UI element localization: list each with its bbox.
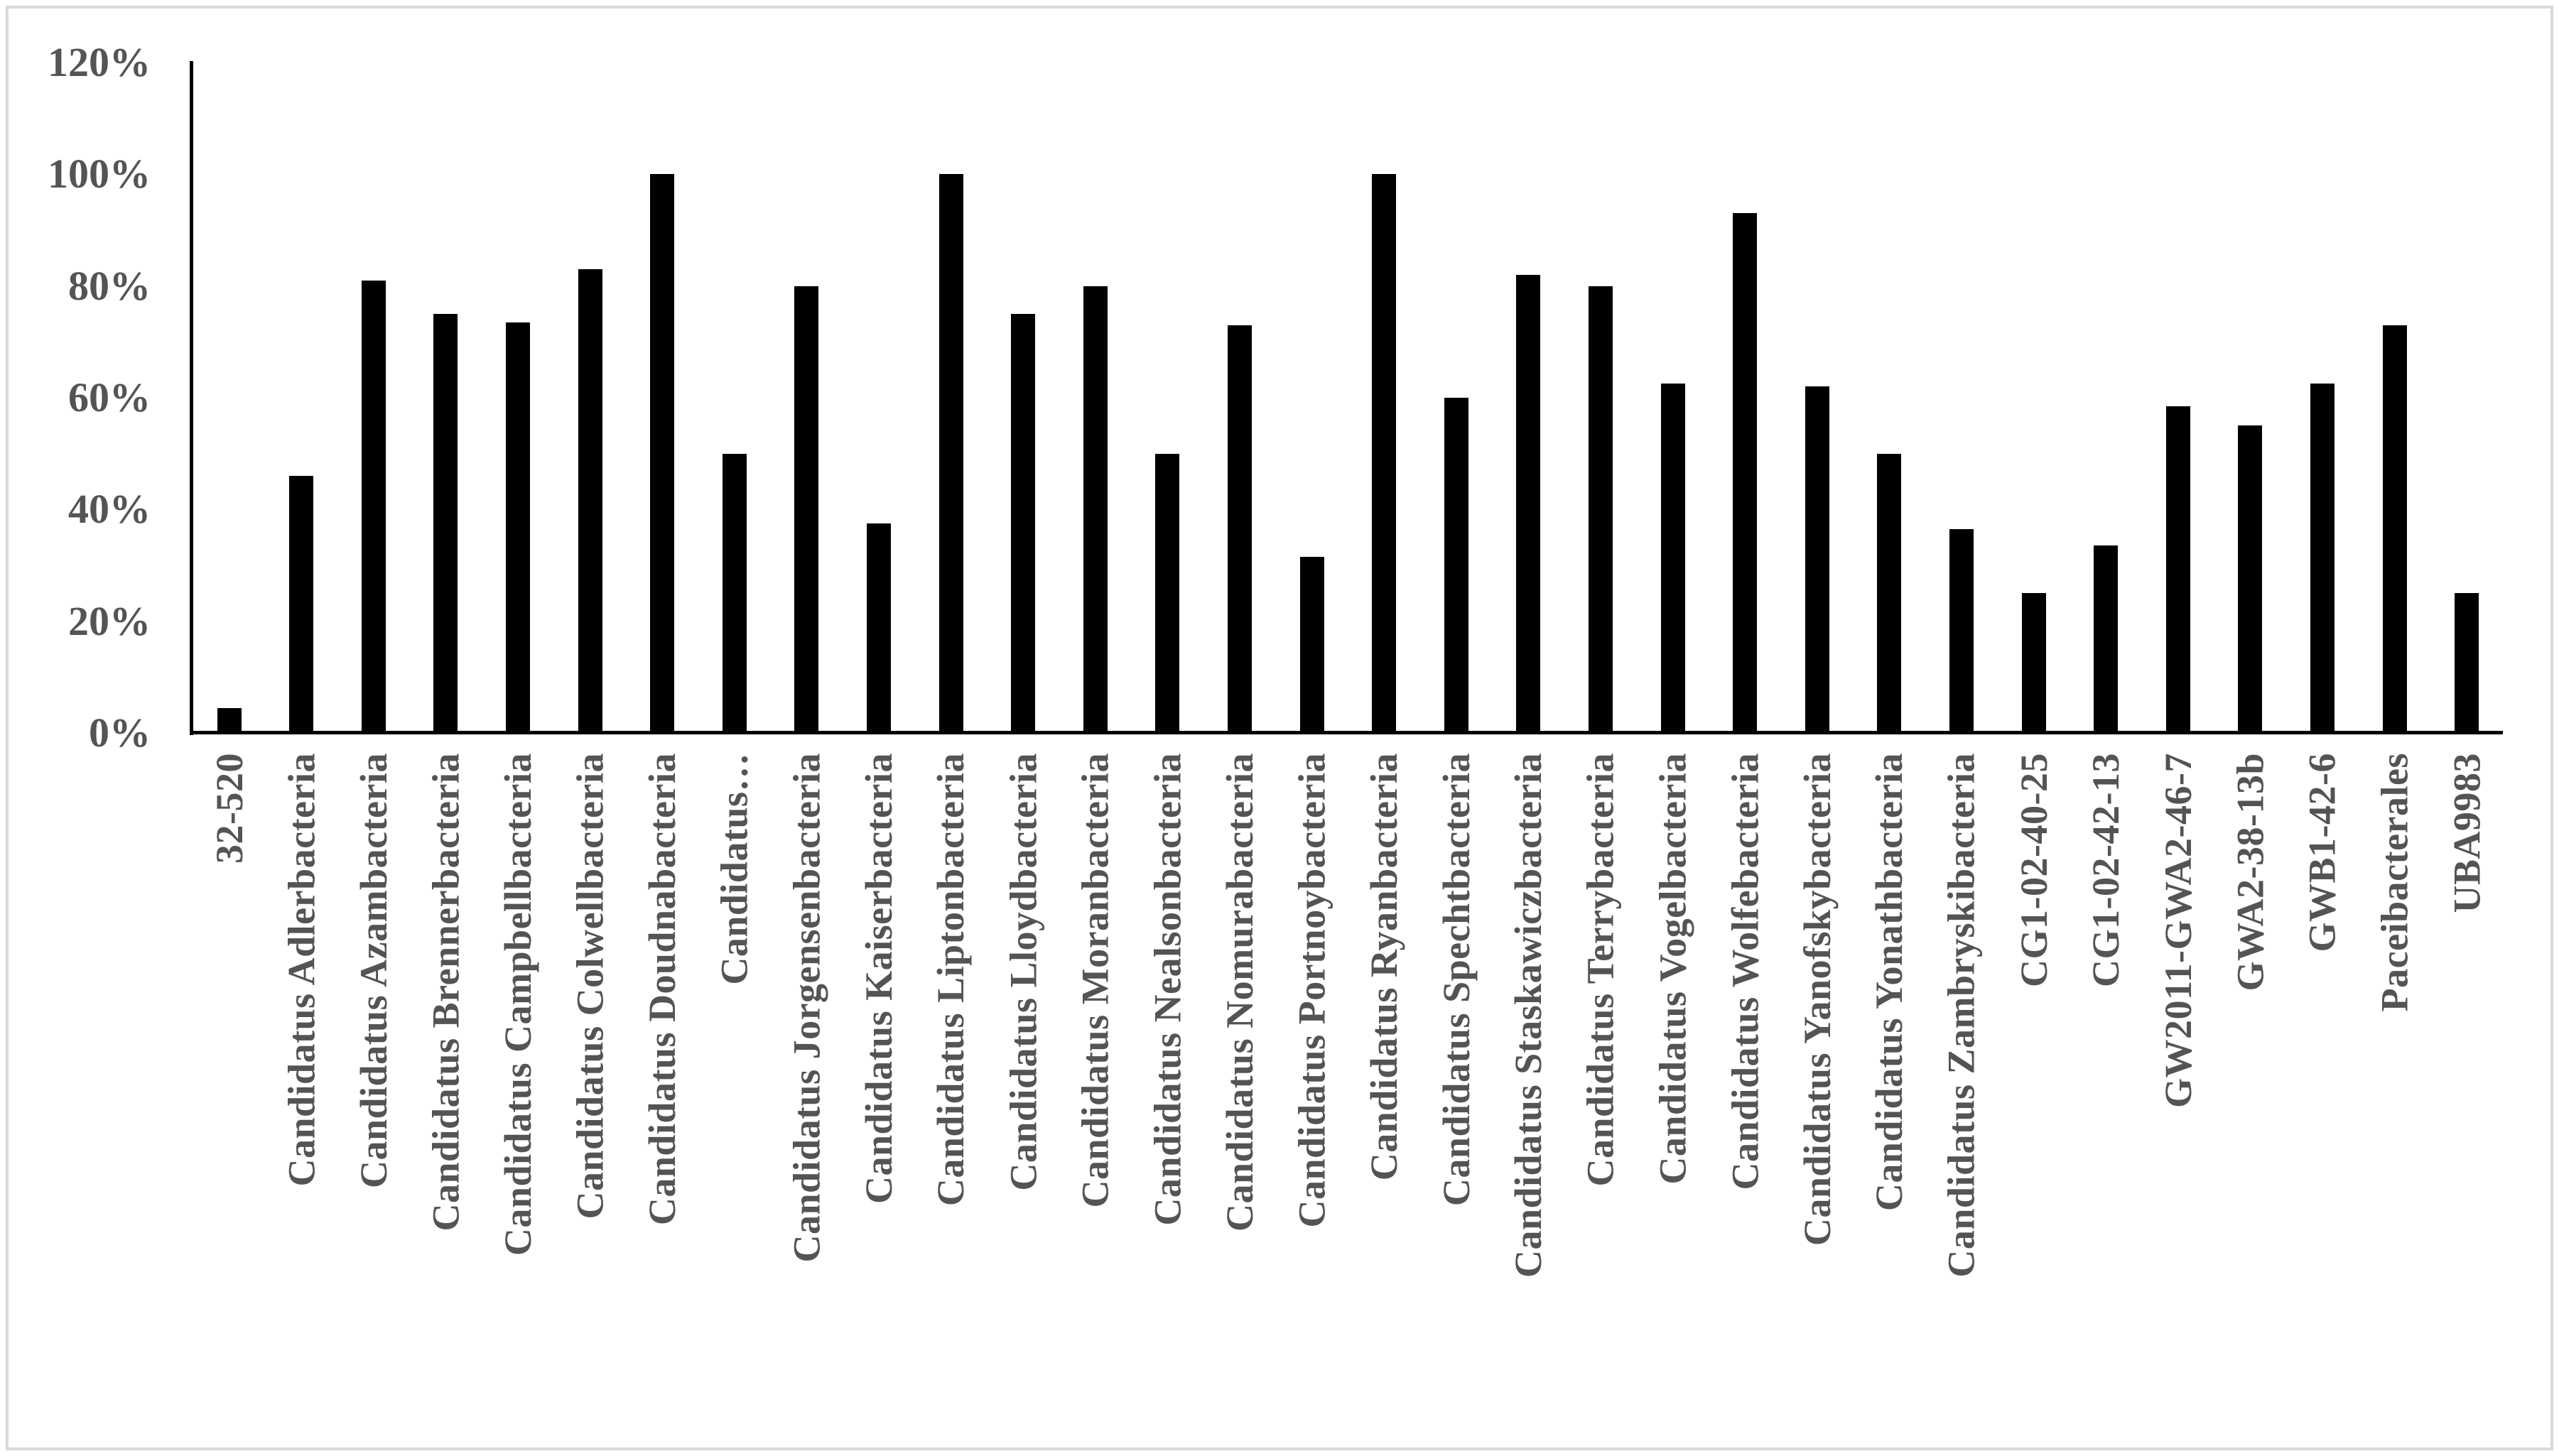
bar — [2382, 325, 2407, 733]
x-tick-label: Candidatus Wolfebacteria — [1724, 753, 1767, 1190]
x-tick-label: Candidatus Doudnabacteria — [641, 753, 684, 1226]
x-tick-label: Candidatus Nealsonbacteria — [1146, 753, 1189, 1226]
x-tick-label: Candidatus Liptonbacteria — [929, 753, 973, 1207]
bar — [217, 707, 242, 733]
bar — [1733, 213, 1758, 733]
x-tick-label: Candidatus Spechtbacteria — [1434, 753, 1478, 1207]
x-tick-label: Candidatus Campbellbacteria — [496, 753, 539, 1256]
x-tick-label: Candidatus Zambryskibacteria — [1939, 753, 1983, 1278]
y-tick-label: 120% — [48, 39, 151, 85]
x-tick-label: Candidatus Colwellbacteria — [568, 753, 612, 1219]
bar — [2455, 593, 2479, 733]
bar — [650, 174, 675, 733]
bar — [289, 476, 314, 733]
x-tick-label: CG1-02-42-13 — [2084, 753, 2128, 987]
x-tick-label: Candidatus Brennerbacteria — [424, 753, 467, 1232]
x-tick-label: Candidatus… — [713, 753, 756, 985]
bar — [722, 453, 747, 733]
x-tick-label: Candidatus Azambacteria — [352, 753, 395, 1189]
bar — [2238, 425, 2263, 733]
bar — [938, 174, 963, 733]
bar — [1588, 286, 1613, 733]
bar — [1372, 174, 1397, 733]
bar — [1011, 314, 1036, 733]
y-axis-line — [190, 61, 193, 735]
x-tick-label: Candidatus Adlerbacteria — [280, 753, 323, 1187]
x-tick-label: Candidatus Yonathbacteria — [1868, 753, 1911, 1212]
bar — [1516, 274, 1541, 733]
bar — [1877, 453, 1902, 733]
bar — [2021, 593, 2046, 733]
bar — [794, 286, 819, 733]
y-tick-label: 20% — [68, 597, 151, 644]
x-tick-label: Candidatus Vogelbacteria — [1651, 753, 1694, 1185]
x-tick-label: GWA2-38-13b — [2229, 753, 2272, 992]
y-tick-label: 40% — [68, 486, 151, 533]
y-tick-label: 60% — [68, 374, 151, 420]
x-tick-label: Candidatus Moranbacteria — [1073, 753, 1117, 1208]
bar — [505, 322, 530, 733]
bar — [2094, 545, 2119, 733]
x-tick-label: Candidatus Nomurabacteria — [1218, 753, 1261, 1232]
x-tick-label: CG1-02-40-25 — [2012, 753, 2055, 987]
bar — [1444, 398, 1468, 733]
bar — [2165, 406, 2190, 733]
bar — [1805, 386, 1829, 733]
bar — [1949, 528, 1974, 733]
bar — [1299, 557, 1324, 733]
bar — [1660, 384, 1685, 733]
y-tick-label: 0% — [89, 710, 151, 756]
bar — [361, 280, 386, 733]
y-tick-label: 100% — [48, 151, 151, 197]
x-tick-label: Candidatus Portnoybacteria — [1290, 753, 1333, 1228]
bar — [2310, 384, 2335, 733]
x-tick-label: Candidatus Yanofskybacteria — [1795, 753, 1839, 1246]
x-tick-label: Candidatus Ryanbacteria — [1363, 753, 1406, 1181]
figure-border — [6, 6, 2553, 1450]
x-tick-label: UBA9983 — [2445, 753, 2489, 913]
x-tick-label: Candidatus Terrybacteria — [1579, 753, 1622, 1187]
x-tick-label: 32-520 — [207, 753, 251, 864]
x-tick-label: Candidatus Staskawiczbacteria — [1507, 753, 1550, 1278]
x-axis-line — [190, 731, 2503, 734]
x-tick-label: GW2011-GWA2-46-7 — [2156, 753, 2200, 1108]
bar — [578, 269, 602, 733]
x-tick-label: Candidatus Jorgensenbacteria — [785, 753, 828, 1263]
y-tick-label: 80% — [68, 262, 151, 309]
x-tick-label: GWB1-42-6 — [2300, 753, 2344, 952]
bar — [1155, 453, 1180, 733]
bar — [1227, 325, 1252, 733]
bar — [433, 314, 458, 733]
x-tick-label: Paceibacterales — [2373, 753, 2416, 1012]
bar — [1083, 286, 1108, 733]
x-tick-label: Candidatus Lloydbacteria — [1002, 753, 1045, 1191]
bar — [866, 523, 891, 733]
x-tick-label: Candidatus Kaiserbacteria — [857, 753, 900, 1205]
